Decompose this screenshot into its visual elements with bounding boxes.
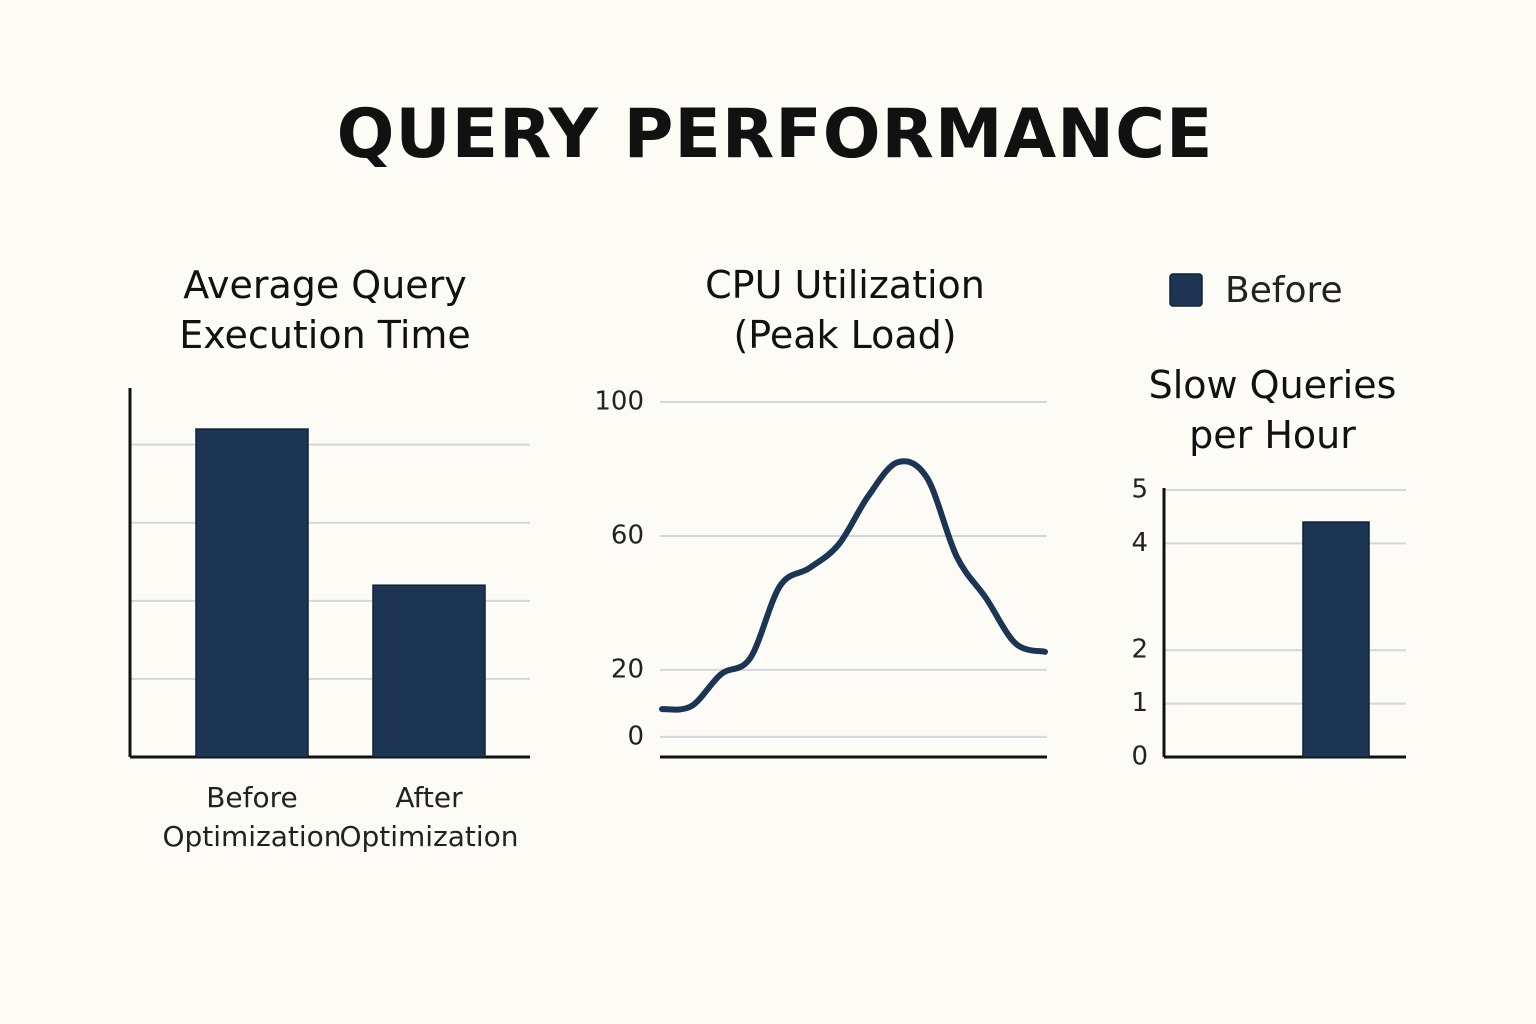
chart-title: CPU Utilization (Peak Load) [705,263,985,357]
y-tick-label: 20 [611,654,644,684]
bar [1302,521,1370,758]
legend-swatch [1169,273,1203,307]
legend-label: Before [1225,270,1343,311]
y-tick-label: 60 [611,520,644,550]
y-tick-label: 2 [1131,635,1148,665]
bar [195,428,309,758]
x-tick-label: After Optimization [339,781,519,853]
page-title: QUERY PERFORMANCE [336,95,1214,174]
x-tick-label: Before Optimization [162,781,342,853]
y-tick-label: 100 [594,387,644,417]
y-tick-label: 1 [1131,688,1148,718]
bar [372,584,486,758]
y-tick-label: 5 [1131,475,1148,505]
y-tick-label: 0 [627,721,644,751]
y-tick-label: 0 [1131,742,1148,772]
chart-title: Average Query Execution Time [179,263,471,357]
chart-title: Slow Queries per Hour [1148,363,1397,457]
line [659,458,1048,713]
y-tick-label: 4 [1131,528,1148,558]
